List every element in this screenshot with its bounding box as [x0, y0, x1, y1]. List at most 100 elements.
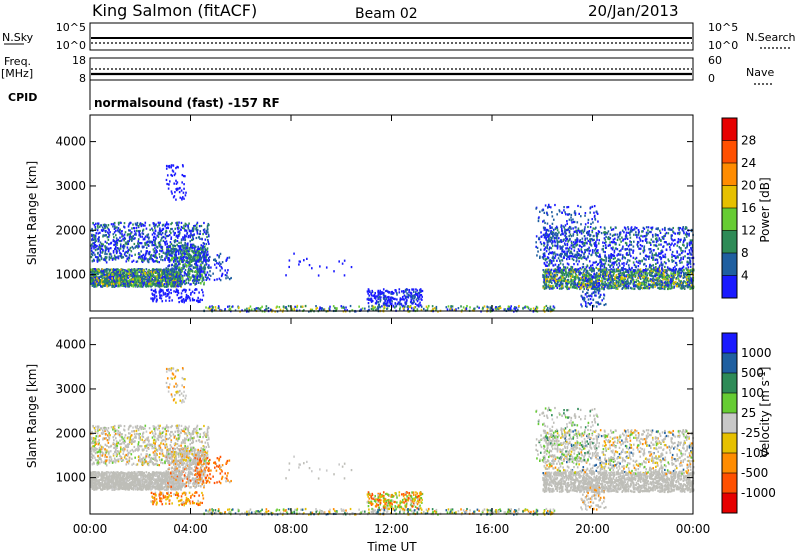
- power-cell: [97, 222, 100, 225]
- power-cell: [192, 281, 195, 284]
- power-cell: [141, 229, 144, 232]
- power-cell: [387, 301, 389, 304]
- power-cell: [259, 307, 262, 310]
- power-cell: [658, 276, 660, 279]
- power-cell: [184, 246, 187, 250]
- power-cell: [682, 271, 685, 275]
- power-cell: [611, 276, 613, 279]
- freq-panel: Freq. [MHz] 18 8 60 0 Nave: [1, 54, 774, 85]
- power-cell: [159, 229, 162, 232]
- power-cell: [550, 275, 553, 278]
- power-cell: [148, 236, 150, 239]
- power-cell: [226, 256, 229, 260]
- power-cell: [188, 230, 191, 233]
- power-cell: [190, 254, 192, 257]
- power-cell: [168, 280, 171, 283]
- power-cell: [92, 242, 94, 245]
- power-cell: [94, 269, 97, 272]
- power-cell: [645, 275, 647, 278]
- power-cell: [187, 261, 190, 264]
- power-cell: [117, 285, 119, 288]
- power-cell: [336, 307, 338, 310]
- power-cell: [170, 285, 173, 288]
- power-cell: [132, 234, 135, 238]
- power-cell: [654, 285, 656, 288]
- power-cell: [183, 265, 186, 268]
- power-cell: [196, 232, 199, 235]
- power-cell: [450, 305, 452, 308]
- power-cell: [107, 238, 110, 241]
- power-cell: [146, 279, 149, 282]
- power-cell: [596, 280, 599, 283]
- power-cell: [200, 244, 203, 247]
- power-cell: [135, 233, 137, 236]
- power-cell: [94, 244, 97, 247]
- power-cell: [178, 226, 180, 229]
- power-cell: [408, 305, 411, 308]
- power-cell: [197, 250, 200, 253]
- nsky-tick-high: 10^5: [56, 21, 86, 34]
- power-cell: [417, 305, 420, 308]
- power-cell: [419, 304, 422, 307]
- power-cell: [158, 285, 161, 288]
- power-cell: [145, 252, 148, 255]
- power-cell: [596, 277, 598, 281]
- power-cell: [104, 251, 107, 254]
- power-cell: [171, 274, 173, 277]
- power-cell: [602, 270, 605, 273]
- power-cell: [112, 251, 115, 254]
- power-cell: [598, 275, 600, 278]
- power-cell: [526, 305, 529, 309]
- power-cell: [173, 256, 176, 259]
- power-cell: [145, 241, 148, 244]
- power-cell: [151, 241, 153, 244]
- power-cell: [329, 305, 331, 308]
- power-cell: [153, 298, 155, 301]
- power-cell: [159, 289, 162, 292]
- power-cell: [154, 255, 156, 258]
- freq-unit: [MHz]: [1, 67, 33, 80]
- power-cell: [180, 253, 183, 256]
- power-cell: [206, 259, 209, 262]
- power-cell: [197, 253, 200, 257]
- power-cell: [122, 238, 124, 241]
- power-cell: [409, 304, 412, 308]
- power-cell: [186, 257, 188, 260]
- power-cell: [147, 270, 149, 273]
- power-cell: [529, 309, 532, 312]
- power-cell: [271, 309, 274, 312]
- power-cell: [188, 274, 190, 277]
- power-cell: [165, 282, 168, 285]
- power-cell: [601, 280, 604, 284]
- power-cell: [171, 174, 174, 177]
- power-cell: [514, 306, 516, 309]
- power-cell: [183, 234, 186, 237]
- power-cell: [566, 273, 569, 276]
- power-cell: [138, 223, 141, 226]
- power-cell: [176, 275, 179, 278]
- power-cell: [373, 296, 376, 299]
- power-cell: [399, 298, 401, 301]
- power-cell: [639, 287, 641, 290]
- power-cell: [152, 274, 154, 277]
- power-cell: [560, 283, 563, 286]
- power-cell: [92, 272, 94, 275]
- power-cell: [370, 307, 373, 311]
- power-cell: [140, 223, 143, 226]
- power-cell: [298, 263, 300, 266]
- power-cell: [110, 223, 113, 226]
- power-cell: [141, 258, 144, 261]
- power-cell: [660, 287, 662, 290]
- power-cell: [250, 308, 253, 311]
- power-cell: [91, 253, 94, 257]
- power-cell: [121, 278, 123, 282]
- power-cell: [383, 303, 385, 307]
- power-cell: [118, 269, 121, 272]
- power-cell: [195, 261, 198, 264]
- power-cell: [647, 280, 650, 283]
- power-cell: [161, 245, 164, 249]
- power-cell: [629, 282, 631, 285]
- power-cell: [587, 279, 590, 282]
- power-cell: [207, 239, 209, 242]
- power-cell: [224, 269, 227, 272]
